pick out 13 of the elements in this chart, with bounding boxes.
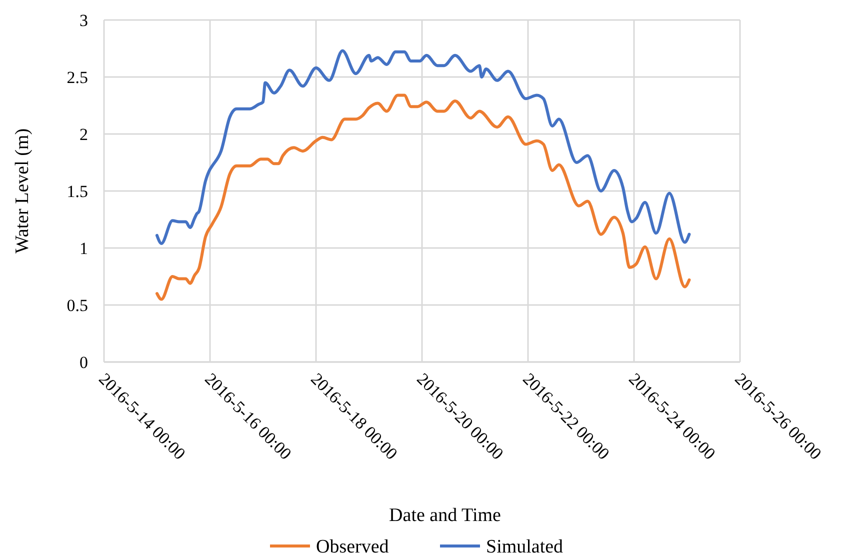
y-tick-label: 0 (80, 352, 88, 372)
y-tick-label: 2 (80, 124, 88, 144)
y-tick-label: 1 (80, 238, 88, 258)
y-axis-title: Water Level (m) (12, 128, 33, 254)
y-tick-label: 1.5 (66, 182, 88, 201)
y-tick-label: 2.5 (66, 68, 88, 87)
line-series (156, 94, 691, 301)
legend-label: Simulated (486, 536, 564, 558)
x-axis-title: Date and Time (389, 505, 501, 526)
line-series (156, 49, 691, 245)
y-tick-label: 0.5 (66, 296, 88, 315)
legend-label: Observed (316, 536, 390, 558)
y-tick-label: 3 (80, 10, 88, 30)
